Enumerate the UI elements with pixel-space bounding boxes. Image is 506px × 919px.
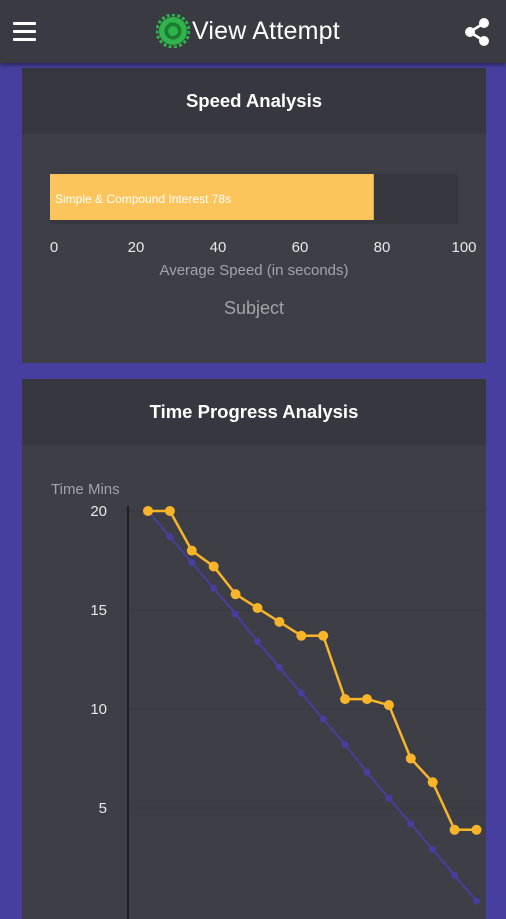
app-logo-icon (156, 14, 190, 48)
ideal-series-line (147, 510, 478, 902)
actual-data-point (186, 545, 197, 556)
actual-data-point (296, 630, 307, 641)
time-progress-card: Time Progress Analysis Time Mins 5 10 15 20 (22, 379, 486, 919)
ideal-data-point (232, 610, 240, 618)
actual-data-point (383, 700, 394, 711)
actual-data-point (252, 603, 263, 614)
actual-data-point (362, 694, 372, 705)
app-title-group: View Attempt (156, 14, 340, 48)
y-tick-label: 10 (90, 701, 107, 718)
time-line-chart: Time Mins 5 10 15 20 (51, 481, 486, 919)
speed-analysis-card: Speed Analysis Simple & Compound Interes… (22, 68, 486, 363)
actual-data-point (230, 589, 241, 600)
y-axis-label: Subject (224, 298, 284, 318)
actual-data-point (274, 616, 285, 627)
app-bar: View Attempt (0, 0, 506, 63)
x-tick-label: 80 (374, 239, 391, 256)
actual-data-point (449, 824, 460, 835)
actual-data-point (471, 824, 482, 835)
ideal-data-point (166, 533, 174, 541)
x-tick-label: 20 (128, 239, 145, 256)
bar-data-label: Simple & Compound Interest 78s (55, 192, 231, 206)
ideal-data-point (363, 768, 371, 776)
x-tick-label: 60 (292, 239, 309, 256)
x-tick-label: 0 (50, 239, 58, 256)
ideal-data-point (451, 871, 459, 879)
ideal-data-point (297, 689, 305, 697)
actual-data-point (318, 630, 329, 641)
ideal-data-point (254, 638, 261, 646)
bar-simple-compound-interest (50, 174, 374, 220)
y-tick-label: 5 (99, 800, 107, 817)
time-progress-title: Time Progress Analysis (22, 379, 486, 445)
ideal-data-point (385, 794, 393, 802)
ideal-data-point (341, 741, 349, 749)
x-axis-label: Average Speed (in seconds) (159, 262, 348, 279)
actual-data-point (143, 506, 153, 516)
actual-data-point (405, 753, 416, 764)
share-icon[interactable] (462, 16, 492, 48)
ideal-data-point (275, 663, 283, 671)
actual-data-point (164, 506, 175, 516)
ideal-data-point (319, 715, 327, 723)
actual-data-point (340, 694, 351, 705)
y-axis-label: Time Mins (51, 481, 120, 498)
ideal-data-point (429, 846, 437, 854)
page-title: View Attempt (192, 16, 340, 45)
hamburger-menu-icon[interactable] (10, 18, 40, 46)
y-tick-label: 15 (90, 602, 107, 619)
actual-data-point (208, 561, 219, 572)
x-tick-label: 100 (451, 239, 476, 256)
x-tick-label: 40 (210, 239, 227, 256)
ideal-data-point (407, 820, 415, 828)
y-tick-label: 20 (90, 503, 107, 520)
speed-analysis-title: Speed Analysis (22, 68, 486, 134)
speed-bar-chart: Simple & Compound Interest 78s 0 20 40 60 80… (50, 174, 477, 318)
ideal-data-point (473, 897, 480, 905)
ideal-data-point (188, 558, 196, 566)
actual-series-line (148, 509, 477, 832)
actual-data-point (427, 777, 438, 788)
ideal-data-point (210, 584, 218, 592)
